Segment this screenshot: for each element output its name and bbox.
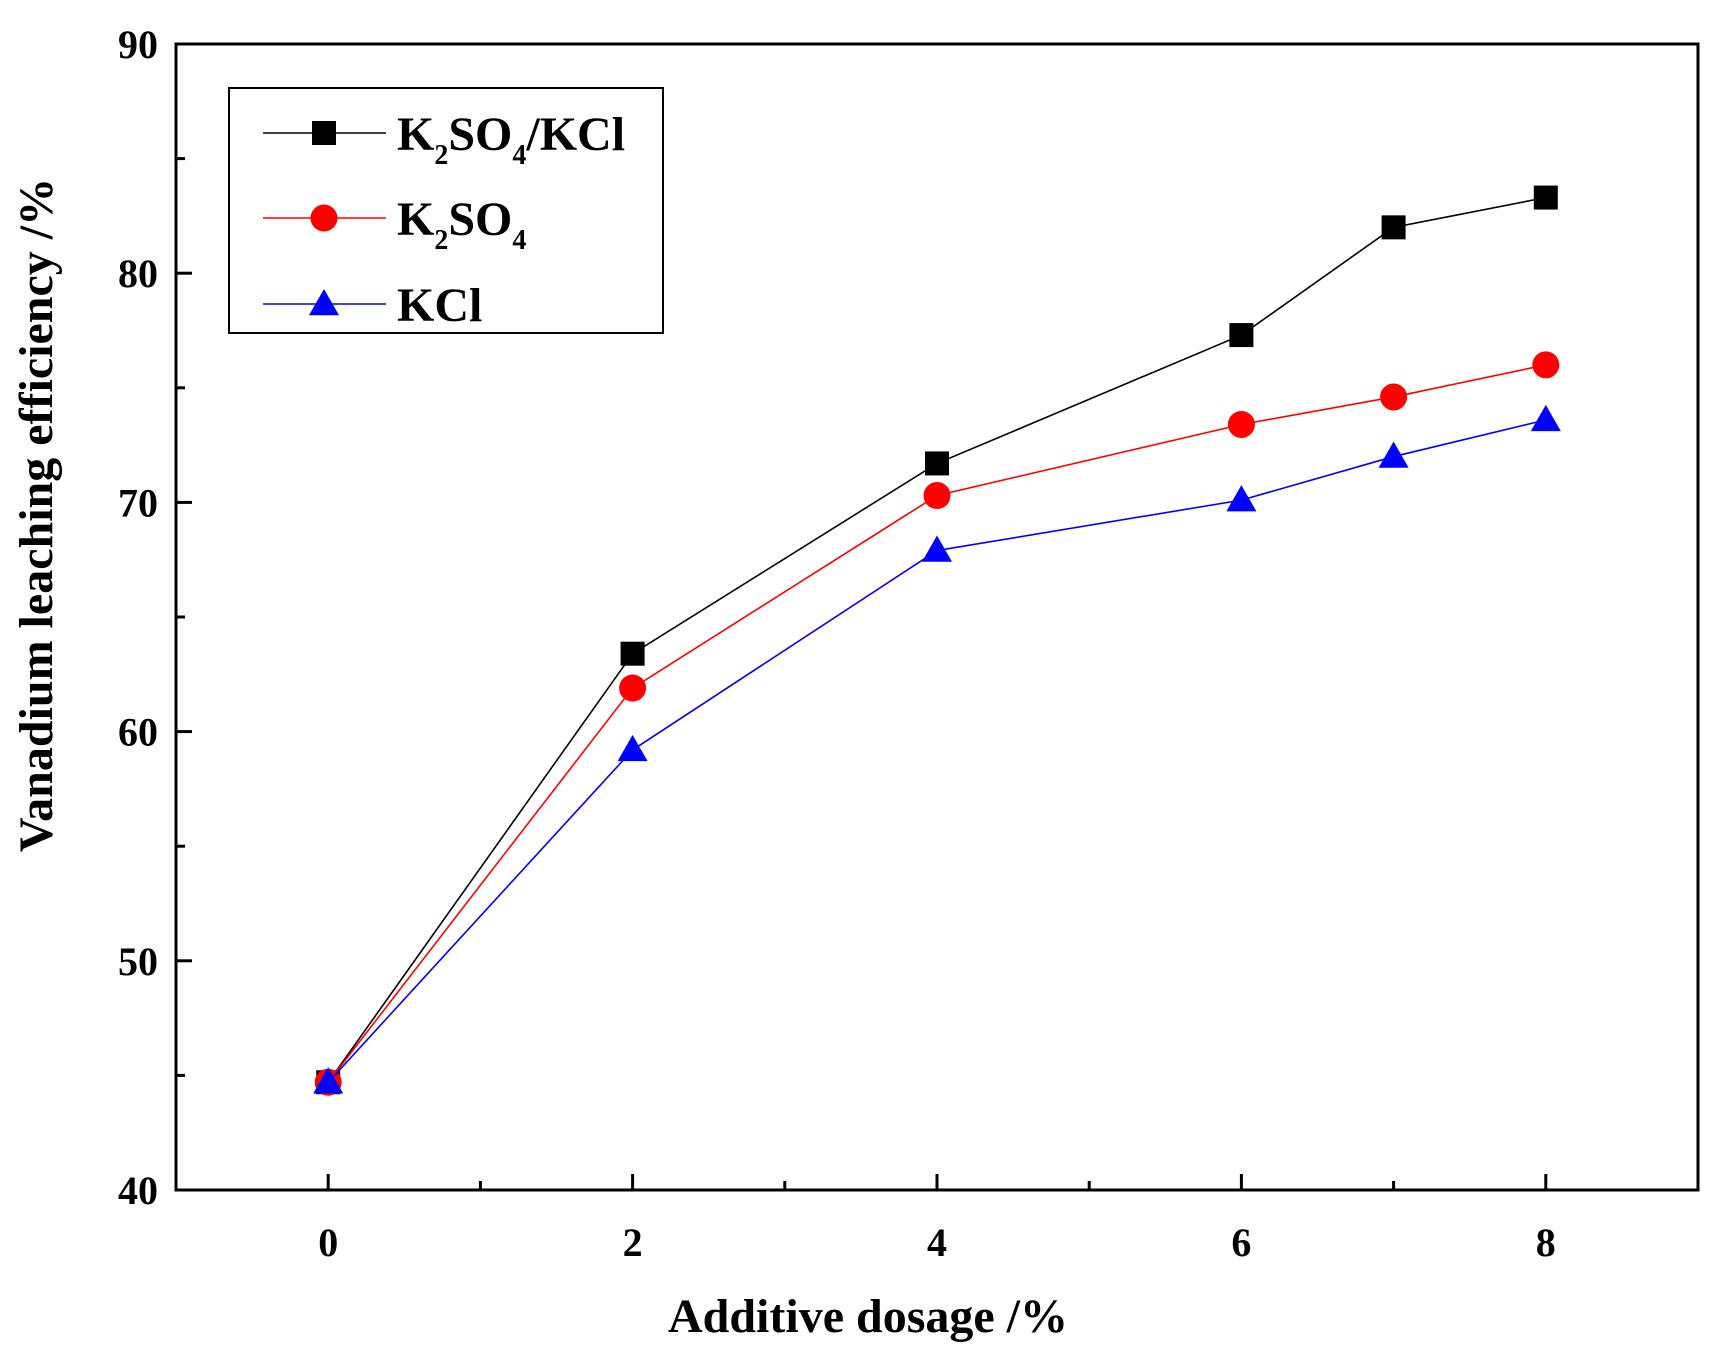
series-triangle <box>313 404 1561 1094</box>
data-point <box>1381 215 1406 240</box>
legend-marker <box>312 121 336 145</box>
legend-item: K2SO4 <box>263 193 526 256</box>
x-axis-title: Additive dosage /% <box>668 1290 1068 1343</box>
y-tick-label: 60 <box>118 710 158 755</box>
data-point <box>1226 485 1257 512</box>
data-point <box>617 734 648 762</box>
legend-item: K2SO4/KCl <box>263 108 625 171</box>
legend: K2SO4/KCl K2SO4 KCl <box>228 87 664 334</box>
data-point <box>1378 441 1409 468</box>
data-point <box>1533 185 1558 210</box>
y-axis-title: Vanadium leaching efficiency /% <box>10 178 63 852</box>
series-circle <box>314 351 1560 1096</box>
series-line <box>327 419 1546 1083</box>
x-tick-label: 8 <box>1536 1220 1556 1265</box>
legend-label: KCl <box>397 279 482 332</box>
series-line <box>327 196 1546 1083</box>
data-point <box>922 535 952 562</box>
data-point <box>1530 404 1561 432</box>
y-tick-label: 40 <box>118 1168 158 1213</box>
data-point <box>619 674 647 702</box>
data-point <box>1380 383 1408 411</box>
legend-marker <box>310 204 338 232</box>
y-tick-label: 70 <box>118 480 158 525</box>
x-tick-label: 6 <box>1231 1220 1251 1265</box>
series-layer <box>313 185 1561 1096</box>
ticks-layer: 0 2 4 6 8 40 50 60 70 80 90 <box>118 22 1556 1265</box>
x-tick-label: 2 <box>623 1220 643 1265</box>
data-point <box>620 641 645 666</box>
x-tick-label: 4 <box>927 1220 947 1265</box>
legend-item: KCl <box>263 279 482 332</box>
legend-marker <box>309 289 339 316</box>
data-point <box>923 482 951 510</box>
y-tick-label: 90 <box>118 22 158 67</box>
legend-box <box>228 87 664 334</box>
legend-label: K2SO4 <box>397 193 526 256</box>
data-point <box>1532 351 1560 379</box>
y-tick-label: 80 <box>118 251 158 296</box>
data-point <box>1229 323 1254 348</box>
data-point <box>925 451 949 476</box>
series-line <box>327 364 1546 1083</box>
y-tick-label: 50 <box>118 939 158 984</box>
data-point <box>1227 410 1255 438</box>
data-point <box>313 1067 344 1094</box>
x-tick-label: 0 <box>318 1220 338 1265</box>
legend-label: K2SO4/KCl <box>397 108 625 171</box>
